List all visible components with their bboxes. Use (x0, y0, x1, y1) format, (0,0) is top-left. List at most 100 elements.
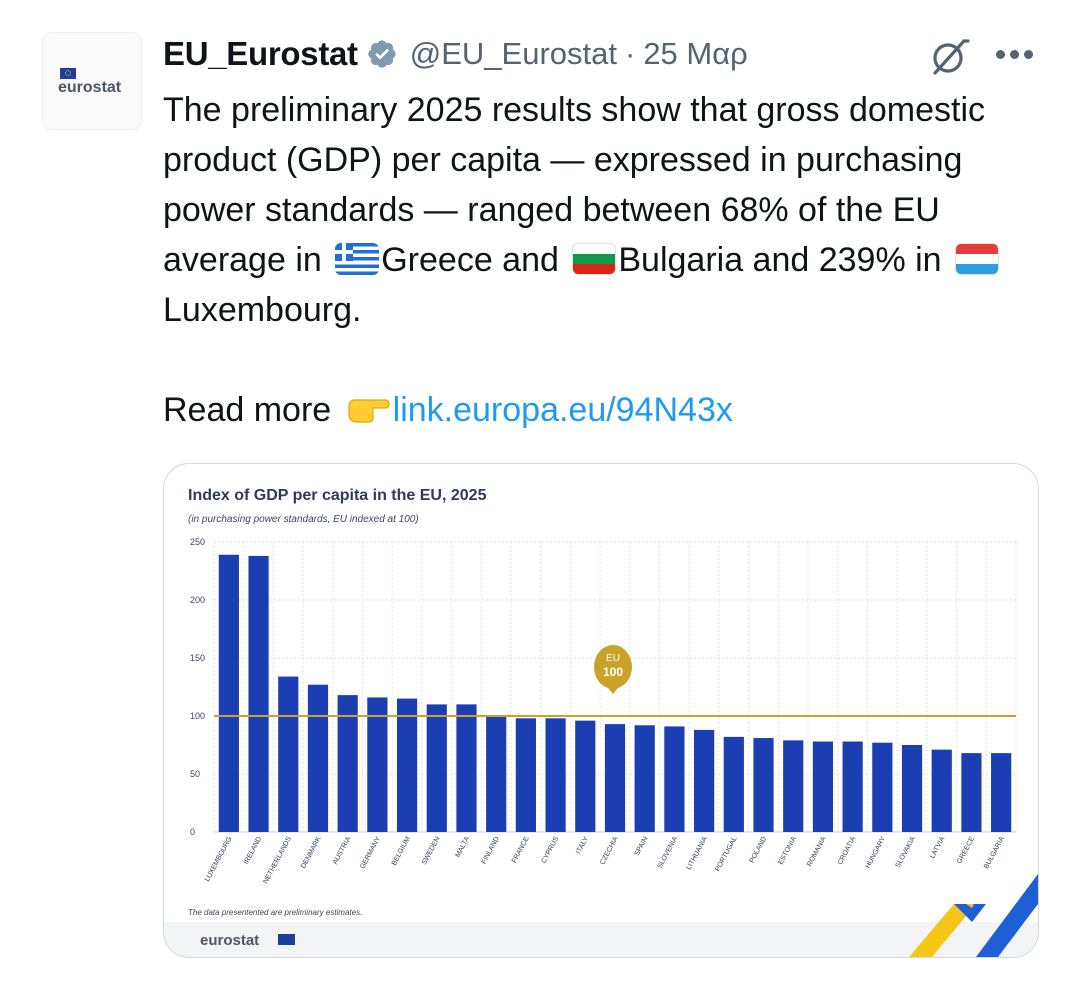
verified-badge-icon[interactable] (366, 38, 398, 70)
bar-germany (367, 697, 388, 832)
x-tick-label: GERMANY (359, 835, 382, 870)
greece-flag-icon (335, 243, 380, 275)
x-tick-label: ITALY (575, 835, 590, 855)
bar-poland (753, 738, 774, 832)
x-tick-label: BULGARIA (983, 835, 1006, 870)
eurostat-logo-text: eurostat (200, 932, 259, 949)
bar-cyprus (545, 718, 566, 832)
eu-flag-icon (278, 934, 295, 945)
x-tick-label: DENMARK (300, 835, 323, 869)
bar-netherlands (278, 676, 299, 832)
attached-image-card[interactable]: Index of GDP per capita in the EU, 2025 … (163, 463, 1039, 958)
eu-average-badge (594, 645, 632, 694)
x-tick-label: AUSTRIA (332, 835, 353, 865)
eu-badge-value: 100 (603, 665, 623, 679)
x-tick-label: CZECHIA (599, 835, 620, 866)
x-tick-label: FINLAND (481, 836, 501, 866)
x-tick-label: BELGIUM (391, 836, 412, 867)
author-handle[interactable]: @EU_Eurostat (409, 36, 617, 71)
y-tick-label: 0 (190, 827, 195, 837)
tweet-text-luxembourg: Luxembourg. (163, 291, 362, 329)
backhand-index-pointing-right-icon (348, 399, 390, 423)
decorative-blue-stroke (976, 874, 1038, 957)
tweet-text-greece: Greece and (381, 241, 569, 279)
chart-footer-band (164, 922, 1038, 957)
x-tick-label: NETHERLANDS (262, 835, 293, 885)
bar-sweden (426, 704, 447, 832)
y-tick-label: 50 (190, 769, 200, 779)
author-avatar[interactable]: eurostat (42, 32, 142, 130)
bar-italy (575, 720, 596, 832)
bar-slovakia (901, 745, 923, 832)
x-tick-label: SLOVAKIA (895, 835, 917, 869)
header-separator: · (624, 36, 636, 71)
grok-icon[interactable] (927, 35, 971, 79)
bar-france (515, 718, 536, 832)
x-tick-label: GREECE (956, 835, 976, 865)
x-tick-label: CROATIA (837, 835, 858, 866)
x-tick-label: MALTA (455, 835, 472, 858)
x-tick-label: LATVIA (929, 835, 946, 859)
bar-malta (456, 704, 477, 832)
chart-x-labels: LUXEMBOURG IRELAND NETHERLANDS DENMARK AUSTR… (204, 835, 1006, 885)
eu-flag-icon (60, 68, 76, 79)
tweet-header: EU_Eurostat @EU_Eurostat · 25 Μαρ (163, 34, 748, 74)
tweet-text-bulgaria: Bulgaria and 239% in (618, 241, 952, 279)
x-tick-label: HUNGARY (865, 835, 888, 869)
x-tick-label: CYPRUS (540, 835, 560, 864)
gdp-bar-chart: Index of GDP per capita in the EU, 2025 … (164, 487, 1038, 957)
bar-czechia (604, 724, 626, 832)
bar-greece (961, 753, 982, 832)
x-tick-label: ROMANIA (806, 835, 828, 867)
y-tick-label: 100 (190, 711, 205, 721)
bar-austria (337, 695, 358, 832)
x-tick-label: LUXEMBOURG (204, 836, 234, 883)
tweet-text-intro: The preliminary 2025 results show that g… (163, 91, 986, 279)
chart-subtitle: (in purchasing power standards, EU index… (188, 514, 419, 525)
tweet-link[interactable]: link.europa.eu/94N43x (392, 391, 733, 429)
bar-estonia (783, 740, 804, 832)
avatar-logo-text: eurostat (58, 79, 122, 96)
x-tick-label: FRANCE (511, 835, 531, 864)
bar-croatia (842, 741, 863, 832)
bar-finland (486, 716, 507, 832)
tweet-body-paragraph: The preliminary 2025 results show that g… (163, 85, 1053, 335)
bar-bulgaria (991, 753, 1012, 832)
read-more-paragraph: Read more link.europa.eu/94N43x (163, 385, 1053, 435)
tweet-date[interactable]: 25 Μαρ (643, 36, 748, 71)
x-tick-label: SWEDEN (421, 836, 442, 866)
x-tick-label: ESTONIA (777, 835, 798, 866)
x-tick-label: IRELAND (243, 836, 263, 866)
luxembourg-flag-icon (955, 243, 1000, 275)
eu-badge-label: EU (606, 653, 620, 664)
x-tick-label: LITHUANIA (686, 835, 710, 871)
x-tick-label: SPAIN (634, 836, 650, 857)
decorative-yellow-stroke (909, 904, 976, 957)
chart-title: Index of GDP per capita in the EU, 2025 (188, 487, 487, 504)
x-tick-label: POLAND (749, 836, 769, 865)
bulgaria-flag-icon (572, 243, 617, 275)
bar-lithuania (694, 729, 715, 832)
read-more-text: Read more (163, 391, 341, 429)
author-name[interactable]: EU_Eurostat (163, 35, 358, 72)
tweet-text: The preliminary 2025 results show that g… (163, 85, 1053, 435)
bar-spain (634, 725, 655, 832)
y-tick-label: 150 (190, 653, 205, 663)
y-tick-label: 200 (190, 595, 205, 605)
decorative-blue-check (954, 904, 986, 922)
bar-romania (812, 741, 834, 832)
bar-denmark (307, 684, 329, 832)
bar-slovenia (664, 726, 685, 832)
chart-footnote: The data presentented are preliminary es… (188, 908, 362, 917)
bar-hungary (872, 742, 893, 832)
y-tick-label: 250 (190, 537, 205, 547)
bar-ireland (248, 555, 269, 832)
chart-bars (218, 554, 1012, 832)
bar-belgium (396, 698, 418, 832)
more-options-icon[interactable] (996, 50, 1034, 62)
bar-luxembourg (218, 554, 239, 832)
x-tick-label: PORTUGAL (714, 836, 738, 873)
bar-latvia (931, 749, 952, 832)
x-tick-label: SLOVENIA (657, 835, 680, 869)
